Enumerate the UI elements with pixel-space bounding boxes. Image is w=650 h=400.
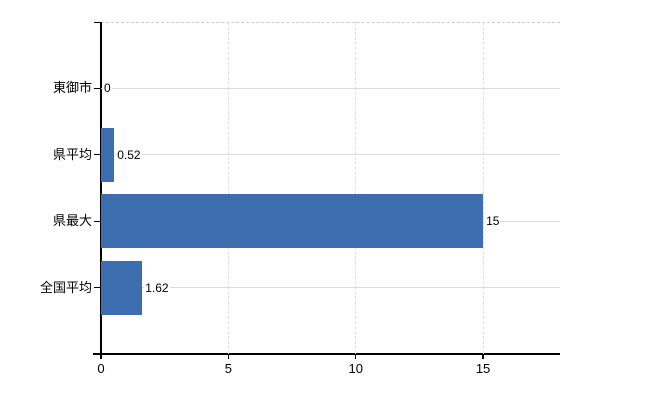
x-axis-tick [354, 354, 357, 359]
bar-value-label: 1.62 [144, 279, 170, 296]
vertical-gridline [482, 22, 484, 354]
x-axis-tick [100, 354, 102, 359]
horizontal-gridline [101, 87, 560, 89]
x-tick-label: 10 [348, 361, 363, 376]
x-tick-label: 5 [224, 361, 232, 376]
horizontal-gridline [101, 154, 560, 156]
plot-area: 0 5 10 15 0 東御市 0.52 県平均 15 県最大 1.62 全国平均 [40, 21, 560, 376]
y-axis-tick [94, 87, 101, 89]
x-tick-label: 15 [475, 361, 491, 376]
vertical-gridline [355, 22, 357, 354]
y-axis-tick [94, 21, 101, 23]
vertical-gridline [227, 22, 229, 354]
category-label: 全国平均 [39, 279, 92, 295]
bar-value-label: 0 [103, 80, 112, 97]
x-axis-tick [227, 354, 230, 359]
category-label: 県平均 [52, 146, 92, 162]
x-axis-line [93, 353, 560, 355]
plot-top-border [101, 22, 560, 23]
bar-value-label: 15 [485, 213, 501, 230]
y-axis-tick [94, 220, 101, 222]
x-tick-label: 0 [97, 361, 105, 376]
y-axis-tick [94, 154, 101, 156]
x-axis-tick [482, 354, 484, 359]
bar-value-label: 0.52 [116, 146, 142, 163]
y-axis-tick [94, 287, 101, 289]
bar [101, 260, 143, 315]
bar [101, 194, 484, 249]
y-axis-tick [94, 353, 101, 355]
horizontal-gridline [101, 287, 560, 289]
bar [101, 127, 115, 182]
category-label: 東御市 [52, 80, 92, 96]
y-axis-line [100, 22, 102, 354]
category-label: 県最大 [52, 213, 92, 229]
